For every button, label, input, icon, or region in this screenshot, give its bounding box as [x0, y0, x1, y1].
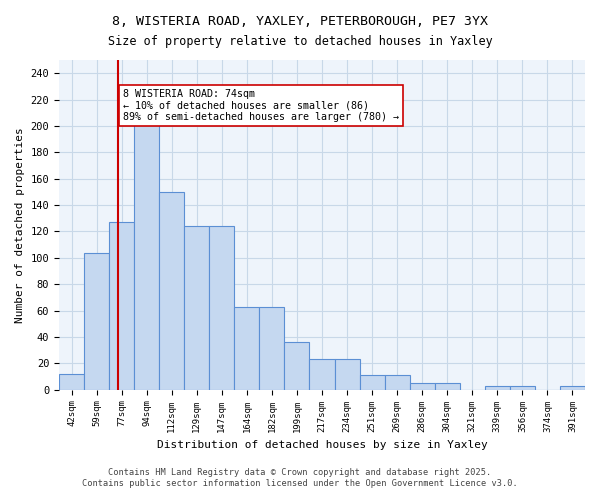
- Y-axis label: Number of detached properties: Number of detached properties: [15, 127, 25, 322]
- Bar: [134, 124, 159, 390]
- Bar: [310, 360, 335, 390]
- Bar: [259, 306, 284, 390]
- Bar: [385, 375, 410, 390]
- X-axis label: Distribution of detached houses by size in Yaxley: Distribution of detached houses by size …: [157, 440, 487, 450]
- Text: 8 WISTERIA ROAD: 74sqm
← 10% of detached houses are smaller (86)
89% of semi-det: 8 WISTERIA ROAD: 74sqm ← 10% of detached…: [123, 89, 399, 122]
- Bar: [235, 306, 259, 390]
- Bar: [109, 222, 134, 390]
- Bar: [485, 386, 510, 390]
- Bar: [560, 386, 585, 390]
- Bar: [335, 360, 359, 390]
- Bar: [359, 375, 385, 390]
- Bar: [59, 374, 84, 390]
- Text: Size of property relative to detached houses in Yaxley: Size of property relative to detached ho…: [107, 35, 493, 48]
- Bar: [159, 192, 184, 390]
- Bar: [284, 342, 310, 390]
- Bar: [510, 386, 535, 390]
- Bar: [209, 226, 235, 390]
- Text: Contains HM Land Registry data © Crown copyright and database right 2025.
Contai: Contains HM Land Registry data © Crown c…: [82, 468, 518, 487]
- Bar: [84, 252, 109, 390]
- Bar: [410, 383, 435, 390]
- Bar: [435, 383, 460, 390]
- Text: 8, WISTERIA ROAD, YAXLEY, PETERBOROUGH, PE7 3YX: 8, WISTERIA ROAD, YAXLEY, PETERBOROUGH, …: [112, 15, 488, 28]
- Bar: [184, 226, 209, 390]
